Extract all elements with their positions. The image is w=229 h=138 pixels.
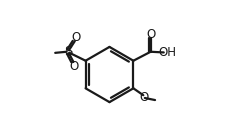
Text: OH: OH xyxy=(158,46,176,59)
Text: O: O xyxy=(146,28,155,41)
Text: O: O xyxy=(139,91,148,104)
Text: S: S xyxy=(64,45,72,58)
Text: O: O xyxy=(71,31,80,44)
Text: O: O xyxy=(69,60,78,73)
